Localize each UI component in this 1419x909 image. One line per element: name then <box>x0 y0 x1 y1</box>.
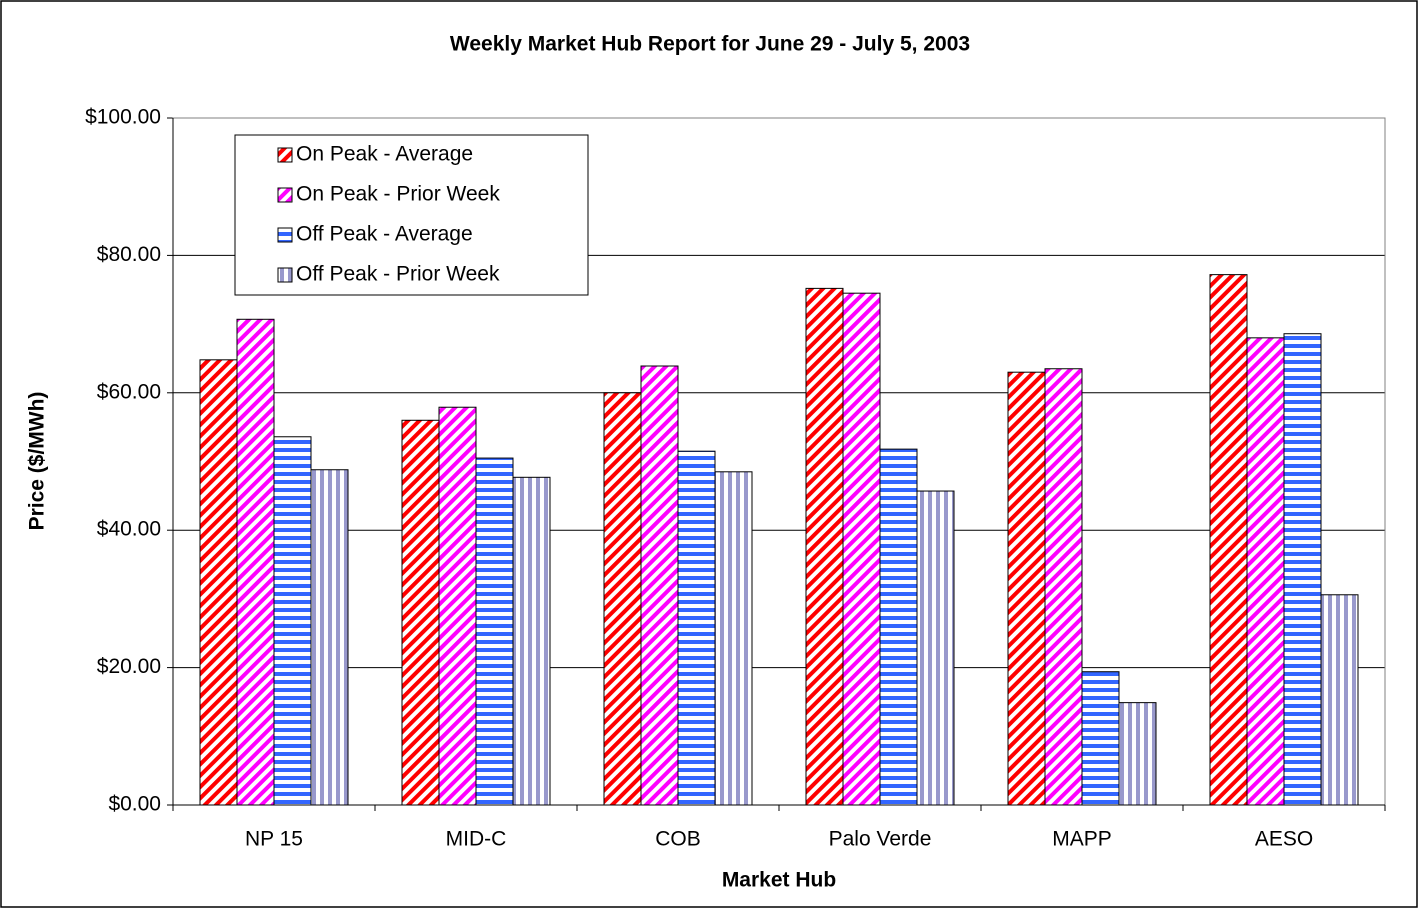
bar <box>640 365 679 806</box>
bar <box>677 450 716 806</box>
y-tick-label: $40.00 <box>97 518 161 541</box>
bar <box>1320 594 1359 806</box>
bar <box>1118 702 1157 806</box>
legend-label: Off Peak - Average <box>296 223 473 246</box>
x-tick-label: MID-C <box>446 828 507 851</box>
bar <box>1209 274 1248 806</box>
bar <box>273 436 312 806</box>
bar <box>1081 671 1120 806</box>
bar <box>438 406 477 806</box>
legend-label: On Peak - Average <box>296 143 473 166</box>
bar <box>401 419 440 806</box>
x-tick-label: COB <box>655 828 701 851</box>
legend-label: On Peak - Prior Week <box>296 183 500 206</box>
x-axis-label: Market Hub <box>722 869 836 892</box>
legend-label: Off Peak - Prior Week <box>296 263 500 286</box>
bar <box>603 392 642 806</box>
bar <box>1283 333 1322 806</box>
bar <box>1246 337 1285 806</box>
legend-box <box>234 134 589 296</box>
bar <box>475 457 514 806</box>
legend-swatch <box>277 267 293 283</box>
x-tick-label: NP 15 <box>245 828 303 851</box>
bar <box>1044 368 1083 806</box>
bar <box>714 471 753 806</box>
bar <box>236 318 275 806</box>
x-tick-label: MAPP <box>1052 828 1112 851</box>
bar <box>879 448 918 806</box>
chart-title: Weekly Market Hub Report for June 29 - J… <box>450 33 970 56</box>
y-tick-label: $20.00 <box>97 655 161 678</box>
y-tick-label: $80.00 <box>97 243 161 266</box>
bar <box>842 292 881 806</box>
bar <box>1007 371 1046 806</box>
y-axis-label: Price ($/MWh) <box>26 392 49 531</box>
legend-swatch <box>277 147 293 163</box>
bar <box>805 287 844 806</box>
x-tick-label: Palo Verde <box>829 828 932 851</box>
y-tick-label: $60.00 <box>97 380 161 403</box>
legend-swatch <box>277 227 293 243</box>
y-tick-label: $100.00 <box>85 106 161 129</box>
x-tick-label: AESO <box>1255 828 1313 851</box>
bar <box>916 490 955 806</box>
legend-swatch <box>277 187 293 203</box>
bar <box>199 359 238 806</box>
bar <box>512 476 551 806</box>
y-tick-label: $0.00 <box>108 793 161 816</box>
bar <box>310 469 349 806</box>
